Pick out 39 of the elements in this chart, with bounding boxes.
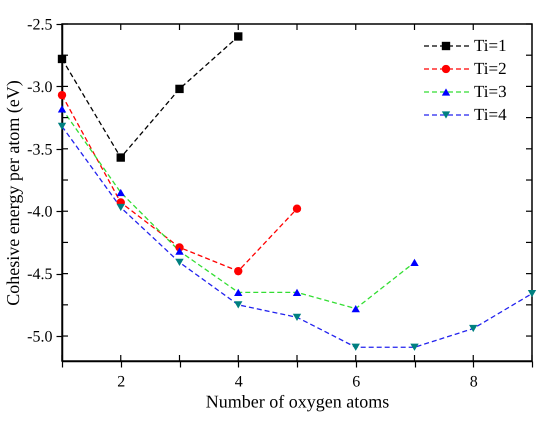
legend-label: Ti=2: [474, 59, 507, 78]
point: [175, 84, 184, 94]
point: [58, 54, 66, 64]
point: [175, 248, 184, 255]
x-tick-label: 4: [234, 374, 243, 390]
y-tick-label: -4.5: [27, 266, 52, 284]
point: [292, 314, 302, 321]
point: [58, 105, 66, 112]
point: [292, 288, 302, 296]
y-tick-label: -2.5: [27, 16, 52, 34]
y-tick-label: -5.0: [27, 328, 52, 346]
point: [58, 90, 66, 100]
point: [58, 122, 66, 130]
point: [410, 258, 419, 266]
y-axis-title: Cohesive energy per atom (eV): [3, 80, 24, 306]
x-tick-label: 2: [117, 374, 126, 390]
legend-label: Ti=4: [474, 105, 508, 124]
x-tick-label: 6: [352, 374, 360, 390]
legend-label: Ti=3: [474, 82, 507, 101]
x-axis-title: Number of oxygen atoms: [206, 392, 390, 412]
point: [234, 32, 242, 41]
point: [352, 344, 360, 351]
point: [469, 324, 478, 332]
point: [528, 290, 536, 298]
y-tick-label: -3.0: [27, 78, 52, 96]
point: [292, 204, 302, 213]
x-tick-label: 8: [470, 374, 478, 390]
point: [116, 188, 125, 196]
y-tick-label: -4.0: [27, 204, 52, 221]
point: [410, 344, 419, 351]
legend-label: Ti=1: [474, 36, 507, 55]
point: [234, 301, 242, 308]
point: [116, 153, 125, 162]
point: [175, 258, 184, 266]
point: [234, 266, 242, 276]
point: [116, 204, 125, 212]
y-tick-label: -3.5: [27, 141, 52, 158]
point: [352, 304, 360, 312]
point: [234, 288, 242, 296]
